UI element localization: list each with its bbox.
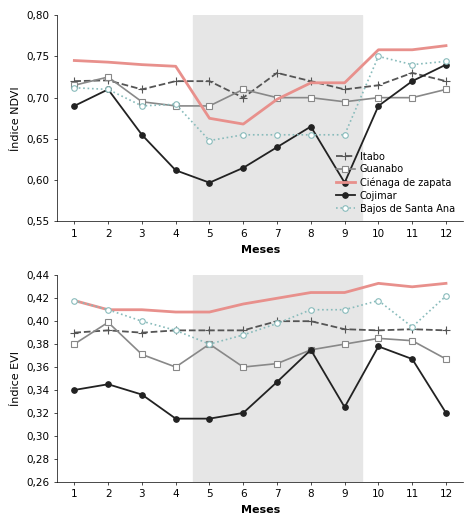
Y-axis label: Índice NDVI: Índice NDVI — [11, 86, 21, 150]
Y-axis label: Índice EVI: Índice EVI — [11, 351, 21, 406]
X-axis label: Meses: Meses — [240, 505, 280, 515]
X-axis label: Meses: Meses — [240, 245, 280, 255]
Bar — [192, 15, 362, 221]
Legend: Itabo, Guanabo, Ciénaga de zapata, Cojimar, Bajos de Santa Ana: Itabo, Guanabo, Ciénaga de zapata, Cojim… — [333, 149, 458, 217]
Bar — [192, 275, 362, 482]
